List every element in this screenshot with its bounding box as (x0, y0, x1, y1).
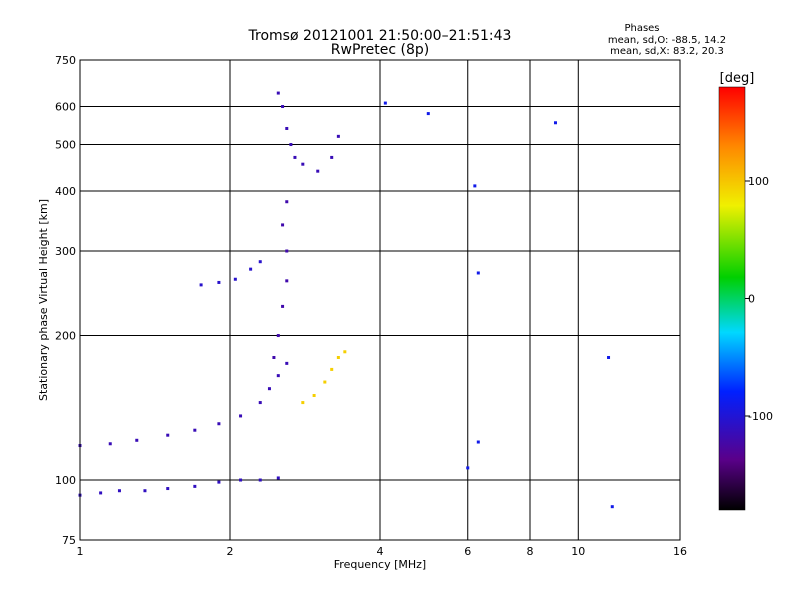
data-point (217, 280, 221, 284)
data-point (99, 491, 103, 495)
chart-title: Tromsø 20121001 21:50:00–21:51:43 (248, 28, 512, 44)
y-tick-label: 600 (55, 101, 76, 114)
data-point (383, 101, 387, 105)
data-point (607, 355, 611, 359)
y-ticks: 75 100 200 300 400 500 600 750 (55, 54, 76, 547)
data-point (276, 374, 280, 378)
data-point (330, 367, 334, 371)
data-point (476, 271, 480, 275)
data-point (330, 155, 334, 159)
data-point (276, 91, 280, 95)
x-ticks: 1 2 4 6 8 10 16 (77, 545, 688, 558)
data-point (272, 355, 276, 359)
data-point (323, 380, 327, 384)
data-point (117, 489, 121, 493)
data-point (193, 484, 197, 488)
data-point (166, 487, 170, 491)
data-point (285, 200, 289, 204)
data-point (217, 480, 221, 484)
x-tick-label: 16 (673, 545, 687, 558)
data-points (78, 91, 614, 509)
colorbar-ticks: 100 0 -100 (745, 175, 773, 423)
data-point (285, 126, 289, 130)
data-point (217, 422, 221, 426)
data-point (553, 121, 557, 125)
y-tick-label: 100 (55, 474, 76, 487)
x-tick-label: 10 (571, 545, 585, 558)
data-point (108, 442, 112, 446)
data-point (239, 478, 243, 482)
data-point (301, 162, 305, 166)
y-tick-label: 75 (62, 534, 76, 547)
data-point (610, 505, 614, 509)
data-point (135, 438, 139, 442)
x-tick-label: 8 (527, 545, 534, 558)
data-point (199, 283, 203, 287)
colorbar-tick-label: 100 (748, 175, 769, 188)
data-point (343, 350, 347, 354)
data-point (143, 489, 147, 493)
data-point (281, 105, 285, 109)
data-point (258, 478, 262, 482)
data-point (233, 277, 237, 281)
data-point (166, 433, 170, 437)
stats-heading: Phases (624, 23, 659, 34)
plot-frame (79, 59, 681, 541)
data-point (466, 466, 470, 470)
data-point (473, 184, 477, 188)
data-point (276, 334, 280, 338)
y-tick-label: 750 (55, 54, 76, 67)
x-tick-label: 4 (377, 545, 384, 558)
stats-line-o: mean, sd,O: -88.5, 14.2 (608, 35, 726, 46)
data-point (239, 414, 243, 418)
data-point (276, 476, 280, 480)
data-point (336, 355, 340, 359)
stats-line-x: mean, sd,X: 83.2, 20.3 (610, 46, 724, 57)
data-point (289, 143, 293, 147)
x-tick-label: 6 (464, 545, 471, 558)
data-point (293, 155, 297, 159)
x-tick-label: 2 (227, 545, 234, 558)
colorbar-tick-label: -100 (748, 410, 773, 423)
data-point (336, 134, 340, 138)
y-tick-label: 500 (55, 139, 76, 152)
data-point (285, 279, 289, 283)
data-point (281, 304, 285, 308)
data-point (426, 112, 430, 116)
y-tick-label: 300 (55, 245, 76, 258)
colorbar (718, 86, 746, 511)
x-tick-label: 1 (77, 545, 84, 558)
data-point (249, 267, 253, 271)
data-point (312, 394, 316, 398)
data-point (301, 401, 305, 405)
y-tick-label: 400 (55, 185, 76, 198)
data-point (281, 223, 285, 227)
data-point (258, 401, 262, 405)
y-tick-label: 200 (55, 330, 76, 343)
y-axis-label: Stationary phase Virtual Height [km] (37, 199, 50, 401)
chart-subtitle: RwPretec (8p) (331, 42, 429, 58)
colorbar-tick-label: 0 (748, 293, 755, 306)
data-point (476, 440, 480, 444)
colorbar-label: [deg] (720, 71, 755, 86)
data-point (285, 249, 289, 253)
data-point (258, 260, 262, 264)
data-point (267, 387, 271, 391)
data-point (316, 169, 320, 173)
x-axis-label: Frequency [MHz] (334, 558, 426, 571)
grid (80, 60, 680, 540)
data-point (285, 361, 289, 365)
data-point (193, 428, 197, 432)
